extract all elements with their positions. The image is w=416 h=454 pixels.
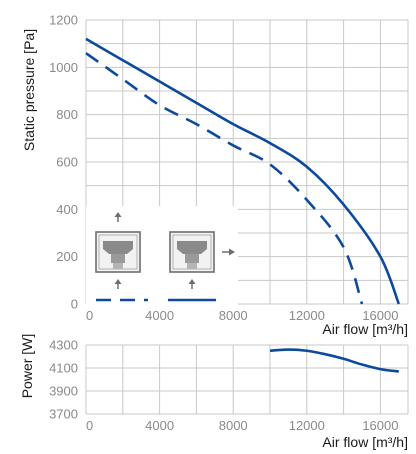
legend-schematic-sideways-flow — [168, 231, 235, 302]
power-gridlines — [85, 344, 409, 415]
pressure-x-tick-label: 8000 — [219, 308, 248, 323]
pressure-y-axis-title: Static pressure [Pa] — [21, 29, 37, 151]
pressure-y-tick-label: 400 — [56, 202, 78, 217]
pressure-x-tick-label: 0 — [86, 308, 93, 323]
pressure-y-tick-label: 600 — [56, 155, 78, 170]
pressure-y-tick-label: 800 — [56, 107, 78, 122]
pressure-x-tick-label: 12000 — [289, 308, 325, 323]
pressure-y-tick-label: 1000 — [49, 60, 78, 75]
pressure-curve-dashed — [85, 52, 364, 305]
airflow-arrowhead-icon — [114, 279, 122, 284]
fan-mount — [187, 263, 197, 269]
pressure-ticks: 0 4000 8000 12000 16000 0 200 400 600 800 1000 1200 — [49, 13, 398, 324]
power-ticks: 0 4000 8000 12000 16000 3700 3900 4100 4300 — [49, 338, 398, 434]
fan-impeller — [103, 241, 133, 254]
legend-schematic-upward-flow — [95, 212, 148, 302]
power-x-tick-label: 8000 — [219, 418, 248, 433]
power-series — [269, 348, 399, 373]
power-y-tick-label: 3900 — [49, 384, 78, 399]
power-curve-solid — [269, 348, 399, 373]
pressure-x-tick-label: 16000 — [362, 308, 398, 323]
fan-mount — [113, 263, 123, 269]
pressure-x-tick-label: 4000 — [145, 308, 174, 323]
airflow-arrowhead-icon — [114, 212, 122, 217]
power-x-tick-label: 4000 — [145, 418, 174, 433]
power-x-tick-label: 12000 — [289, 418, 325, 433]
airflow-arrowhead-icon — [188, 279, 196, 284]
pressure-y-tick-label: 200 — [56, 249, 78, 264]
power-y-tick-label: 3700 — [49, 407, 78, 422]
power-y-tick-label: 4100 — [49, 361, 78, 376]
power-x-tick-label: 0 — [86, 418, 93, 433]
fan-motor — [111, 254, 125, 263]
legend — [86, 206, 238, 306]
pressure-series — [85, 37, 401, 305]
power-y-tick-label: 4300 — [49, 338, 78, 353]
fan-impeller — [177, 241, 207, 254]
power-y-axis-title: Power [W] — [19, 334, 35, 399]
pressure-y-tick-label: 0 — [71, 297, 78, 312]
power-x-axis-title: Air flow [m³/h] — [322, 434, 408, 450]
pressure-y-tick-label: 1200 — [49, 13, 78, 28]
power-x-tick-label: 16000 — [362, 418, 398, 433]
pressure-curve-solid — [85, 37, 401, 305]
pressure-x-axis-title: Air flow [m³/h] — [322, 321, 408, 337]
airflow-arrowhead-icon — [229, 248, 235, 256]
fan-motor — [185, 254, 199, 263]
